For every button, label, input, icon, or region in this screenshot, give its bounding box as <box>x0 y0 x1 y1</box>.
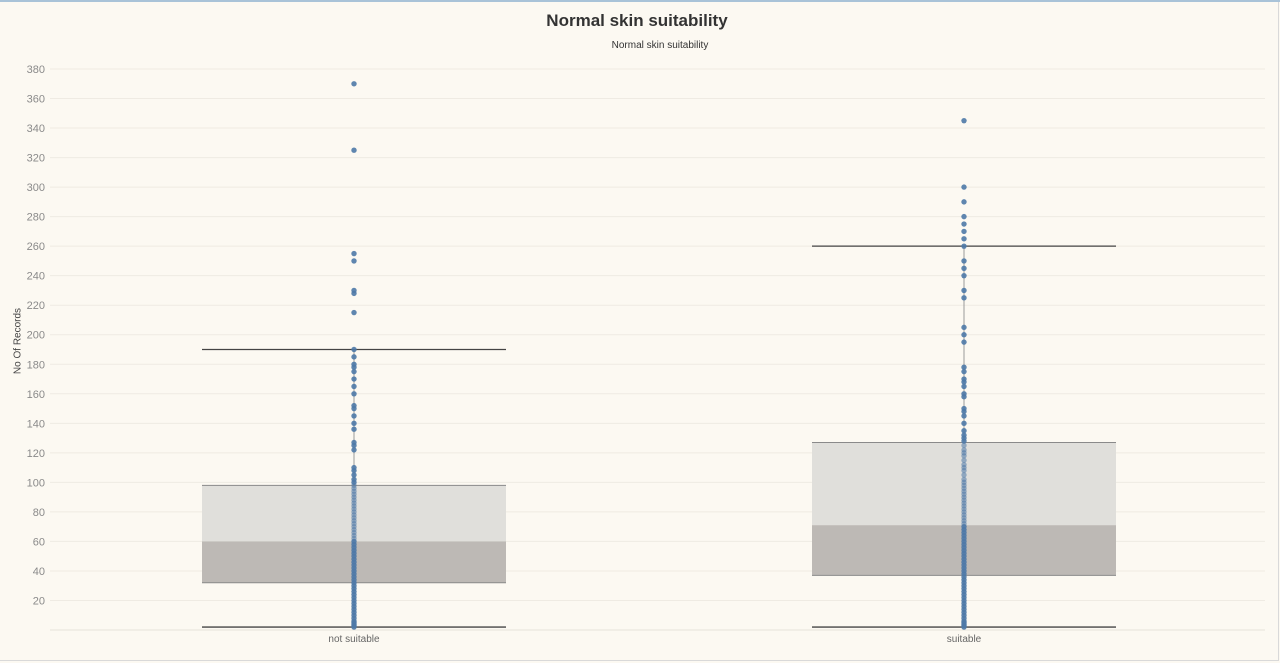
y-tick-label: 20 <box>33 595 45 607</box>
boxes <box>202 245 1116 628</box>
x-category-label: not suitable <box>328 634 380 645</box>
data-point <box>351 147 357 153</box>
data-point <box>351 413 357 419</box>
y-tick-label: 160 <box>27 389 45 401</box>
data-point <box>961 391 967 397</box>
data-points <box>351 81 967 630</box>
data-point <box>351 402 357 409</box>
data-point <box>961 117 967 124</box>
data-point <box>961 243 967 249</box>
data-point <box>961 199 967 205</box>
data-point <box>961 461 967 468</box>
data-point <box>351 426 357 432</box>
data-point <box>351 391 357 397</box>
data-point <box>351 346 357 353</box>
data-point <box>961 364 967 370</box>
data-point <box>351 354 357 360</box>
data-point <box>351 287 357 294</box>
y-tick-label: 200 <box>27 330 45 342</box>
data-point <box>351 472 357 478</box>
y-tick-label: 320 <box>27 153 45 165</box>
data-point <box>351 361 357 367</box>
data-point <box>351 309 357 316</box>
y-tick-label: 80 <box>33 507 45 519</box>
data-point <box>961 427 967 434</box>
data-point <box>961 472 967 478</box>
y-tick-label: 60 <box>33 536 45 548</box>
window-top-border <box>0 0 1280 2</box>
y-tick-label: 300 <box>27 182 45 194</box>
data-point <box>351 81 357 87</box>
data-point <box>351 439 357 446</box>
data-point <box>961 221 967 227</box>
data-point <box>961 236 967 242</box>
data-point <box>961 265 967 272</box>
data-point <box>351 258 357 264</box>
data-point <box>961 332 967 338</box>
y-tick-label: 340 <box>27 123 45 135</box>
data-point <box>351 420 357 427</box>
data-point <box>351 476 357 483</box>
y-tick-label: 40 <box>33 566 45 578</box>
data-point <box>961 420 967 427</box>
data-point <box>961 324 967 331</box>
chart-title: Normal skin suitability <box>546 11 728 30</box>
y-tick-label: 120 <box>27 448 45 460</box>
data-point <box>961 447 967 453</box>
data-point <box>961 287 967 294</box>
data-point <box>961 405 967 412</box>
data-point <box>961 258 967 264</box>
y-tick-label: 260 <box>27 241 45 253</box>
data-point <box>961 272 967 279</box>
data-point <box>351 368 357 375</box>
data-point <box>961 228 967 235</box>
y-tick-label: 280 <box>27 212 45 224</box>
data-point <box>961 457 967 463</box>
data-point <box>961 368 967 375</box>
data-point <box>961 432 967 438</box>
data-point <box>961 476 967 483</box>
y-tick-label: 140 <box>27 418 45 430</box>
y-tick-label: 360 <box>27 94 45 106</box>
data-point <box>351 376 357 382</box>
y-tick-label: 100 <box>27 477 45 489</box>
data-point <box>961 339 967 345</box>
data-point <box>961 383 967 390</box>
y-tick-label: 220 <box>27 300 45 312</box>
data-point <box>351 383 357 390</box>
data-point <box>961 413 967 419</box>
x-category-label: suitable <box>947 634 982 645</box>
data-point <box>961 376 967 382</box>
y-tick-label: 240 <box>27 271 45 283</box>
data-point <box>351 250 357 257</box>
data-point <box>351 464 357 471</box>
chart-subtitle: Normal skin suitability <box>611 40 709 51</box>
data-point <box>961 442 967 449</box>
data-point <box>961 295 967 301</box>
axes: 20 40 60 80 100 120 140 160 180 200 220 240 260 280 30… <box>27 64 982 645</box>
data-point <box>351 447 357 453</box>
y-tick-label: 180 <box>27 359 45 371</box>
y-tick-label: 380 <box>27 64 45 76</box>
data-point <box>961 184 967 190</box>
data-point <box>961 213 967 220</box>
